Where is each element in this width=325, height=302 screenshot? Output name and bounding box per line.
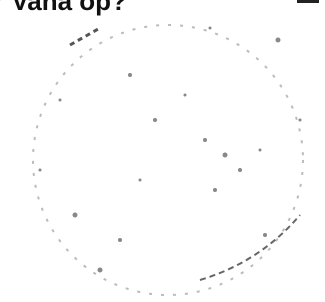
speckles bbox=[39, 27, 302, 273]
circle-outline bbox=[33, 25, 303, 295]
faded-image bbox=[0, 0, 325, 302]
arc-mark bbox=[70, 28, 100, 45]
arc-mark bbox=[200, 215, 300, 280]
screenshot: {"header": {"title": "r Vana op?"}} r Va… bbox=[0, 0, 325, 302]
